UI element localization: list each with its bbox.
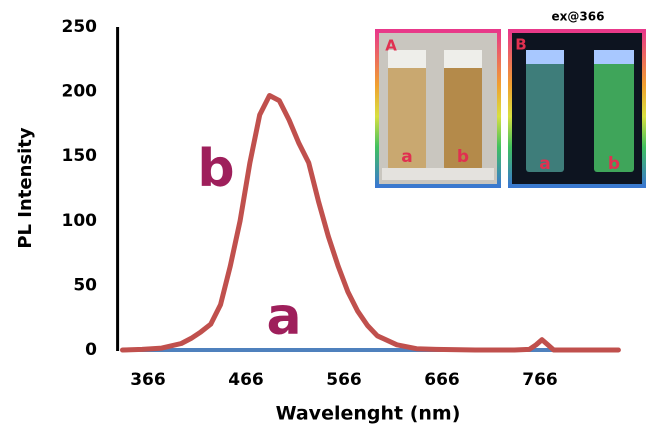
y-tick-label: 100 [62,211,98,231]
y-tick-label: 250 [62,17,98,37]
x-tick-label: 466 [228,370,264,390]
series-label: a [266,287,301,347]
y-tick-label: 50 [73,275,97,295]
x-tick-label: 766 [522,370,558,390]
x-tick-label: 566 [326,370,362,390]
inset-b [510,31,644,186]
inset-label: A [385,37,397,55]
y-tick-label: 150 [62,146,98,166]
inset-sample: b [608,154,620,174]
y-axis-label: PL Intensity [15,127,36,249]
x-axis-label: Wavelenght (nm) [276,403,461,425]
inset-title: ex@366 [552,10,605,24]
inset-sample: a [401,147,412,167]
x-tick-label: 366 [130,370,166,390]
series-label: b [197,139,234,199]
x-tick-label: 666 [424,370,460,390]
inset-sample: b [457,147,469,167]
inset-label: B [515,36,526,54]
y-tick-label: 200 [62,82,98,102]
y-tick-label: 0 [85,340,97,360]
chart: PL Intensity Wavelenght (nm) 0 50 100 150 20… [0,0,646,434]
inset-sample: a [539,154,550,174]
